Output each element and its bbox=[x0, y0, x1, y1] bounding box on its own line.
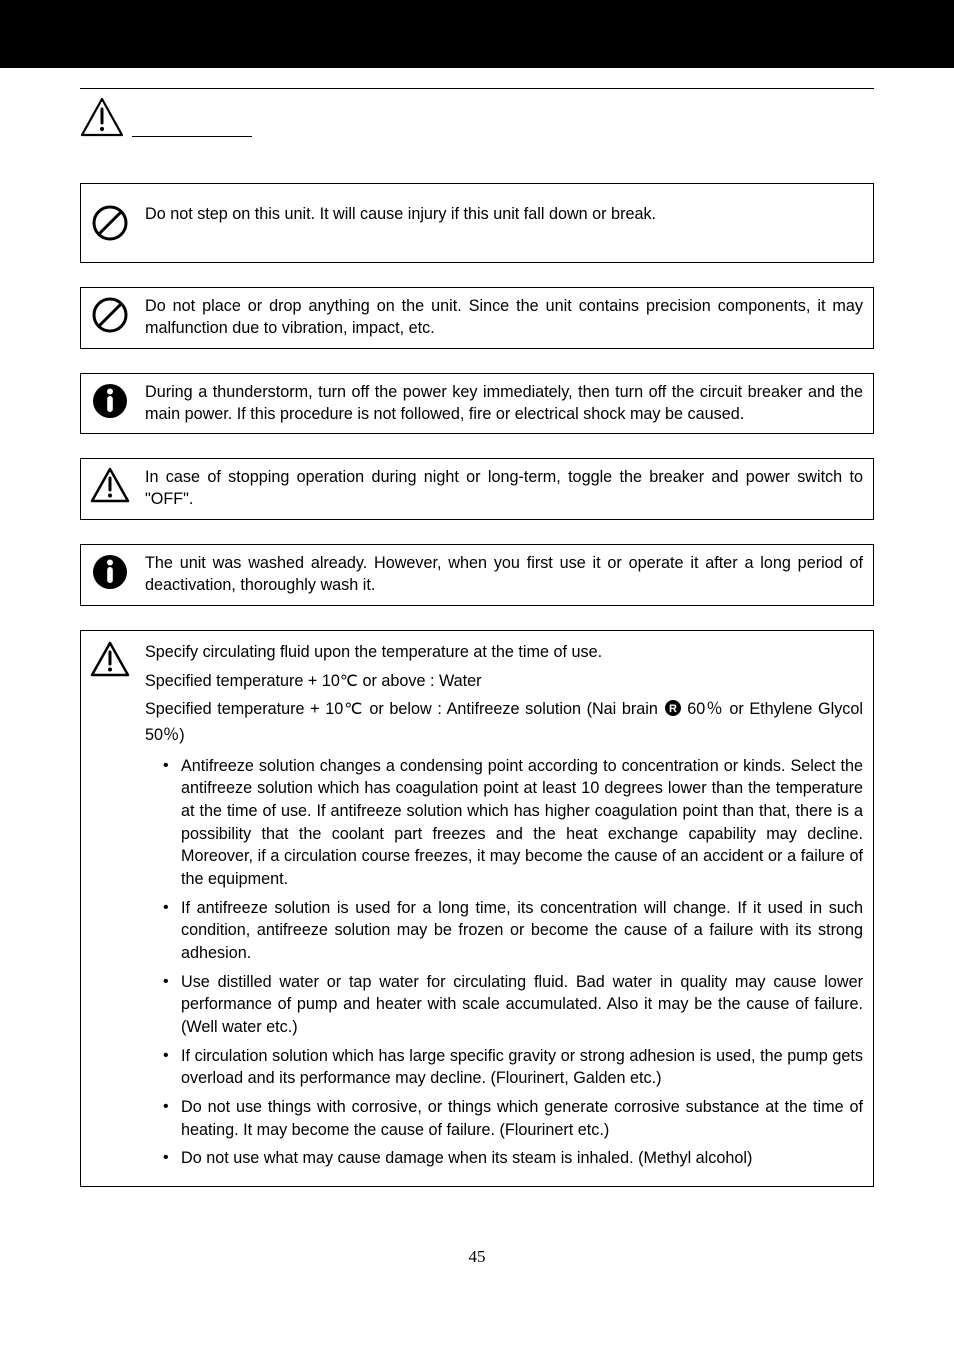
warning-triangle-icon bbox=[89, 467, 131, 503]
list-item: Antifreeze solution changes a condensing… bbox=[163, 755, 863, 891]
page-body: Do not step on this unit. It will cause … bbox=[0, 88, 954, 1307]
list-item: Use distilled water or tap water for cir… bbox=[163, 971, 863, 1039]
list-item: Do not use things with corrosive, or thi… bbox=[163, 1096, 863, 1141]
horizontal-rule bbox=[80, 88, 874, 89]
warning-triangle-icon bbox=[89, 641, 131, 677]
caution-box-5: The unit was washed already. However, wh… bbox=[80, 544, 874, 606]
list-item: Do not use what may cause damage when it… bbox=[163, 1147, 863, 1170]
caution-text: During a thunderstorm, turn off the powe… bbox=[145, 382, 863, 426]
mandatory-icon bbox=[89, 553, 131, 591]
caution-text: The unit was washed already. However, wh… bbox=[145, 553, 863, 597]
header-black-bar bbox=[0, 0, 954, 68]
bullet-list: Antifreeze solution changes a condensing… bbox=[145, 755, 863, 1170]
fluid-spec-text: Specify circulating fluid upon the tempe… bbox=[145, 641, 863, 1176]
registered-mark-icon: R bbox=[664, 699, 682, 724]
caution-box-4: In case of stopping operation during nig… bbox=[80, 458, 874, 520]
page-number: 45 bbox=[80, 1247, 874, 1267]
caution-box-2: Do not place or drop anything on the uni… bbox=[80, 287, 874, 349]
fluid-spec-box: Specify circulating fluid upon the tempe… bbox=[80, 630, 874, 1187]
caution-text: Do not step on this unit. It will cause … bbox=[145, 204, 863, 226]
heading-underline bbox=[132, 117, 252, 137]
section-warning-heading bbox=[80, 97, 874, 137]
caution-box-1: Do not step on this unit. It will cause … bbox=[80, 183, 874, 263]
svg-text:R: R bbox=[669, 703, 677, 715]
list-item: If circulation solution which has large … bbox=[163, 1045, 863, 1090]
list-item: If antifreeze solution is used for a lon… bbox=[163, 897, 863, 965]
mandatory-icon bbox=[89, 382, 131, 420]
caution-box-3: During a thunderstorm, turn off the powe… bbox=[80, 373, 874, 435]
spec-line: Specified temperature + 10℃ or above : W… bbox=[145, 670, 863, 693]
prohibit-icon bbox=[89, 204, 131, 242]
caution-text: Do not place or drop anything on the uni… bbox=[145, 296, 863, 340]
warning-triangle-icon bbox=[80, 97, 124, 137]
spec-line: Specified temperature + 10℃ or below : A… bbox=[145, 698, 863, 746]
prohibit-icon bbox=[89, 296, 131, 334]
spec-line: Specify circulating fluid upon the tempe… bbox=[145, 641, 863, 664]
caution-text: In case of stopping operation during nig… bbox=[145, 467, 863, 511]
